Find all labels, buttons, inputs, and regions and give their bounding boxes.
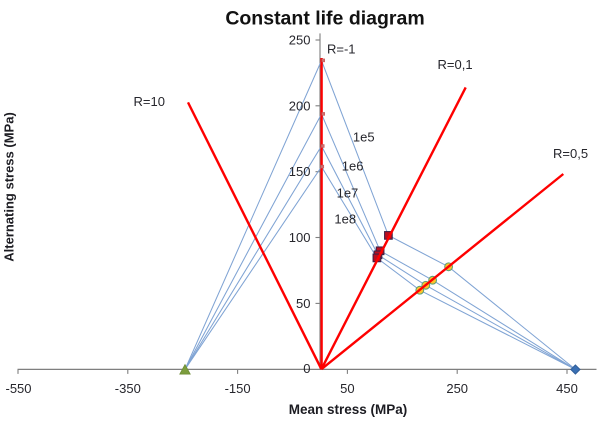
svg-text:50: 50 [340, 381, 354, 396]
svg-text:50: 50 [296, 296, 310, 311]
svg-text:Mean stress (MPa): Mean stress (MPa) [289, 402, 408, 417]
svg-text:-350: -350 [115, 381, 141, 396]
svg-text:1e6: 1e6 [342, 158, 364, 173]
svg-text:-150: -150 [225, 381, 251, 396]
svg-text:450: 450 [556, 381, 578, 396]
svg-text:Constant life diagram: Constant life diagram [225, 8, 424, 30]
svg-text:150: 150 [289, 164, 311, 179]
svg-text:250: 250 [446, 381, 468, 396]
svg-text:1e5: 1e5 [353, 129, 375, 144]
svg-text:100: 100 [289, 230, 311, 245]
svg-text:Alternating stress (MPa): Alternating stress (MPa) [2, 112, 17, 262]
svg-text:0: 0 [303, 361, 310, 376]
svg-text:250: 250 [289, 33, 311, 48]
svg-text:R=10: R=10 [134, 94, 165, 109]
svg-text:R=0,1: R=0,1 [438, 57, 473, 72]
svg-text:-550: -550 [5, 381, 31, 396]
svg-text:R=0,5: R=0,5 [553, 146, 588, 161]
svg-text:1e8: 1e8 [334, 211, 356, 226]
svg-text:200: 200 [289, 98, 311, 113]
svg-text:1e7: 1e7 [337, 186, 359, 201]
svg-text:R=-1: R=-1 [327, 42, 356, 57]
